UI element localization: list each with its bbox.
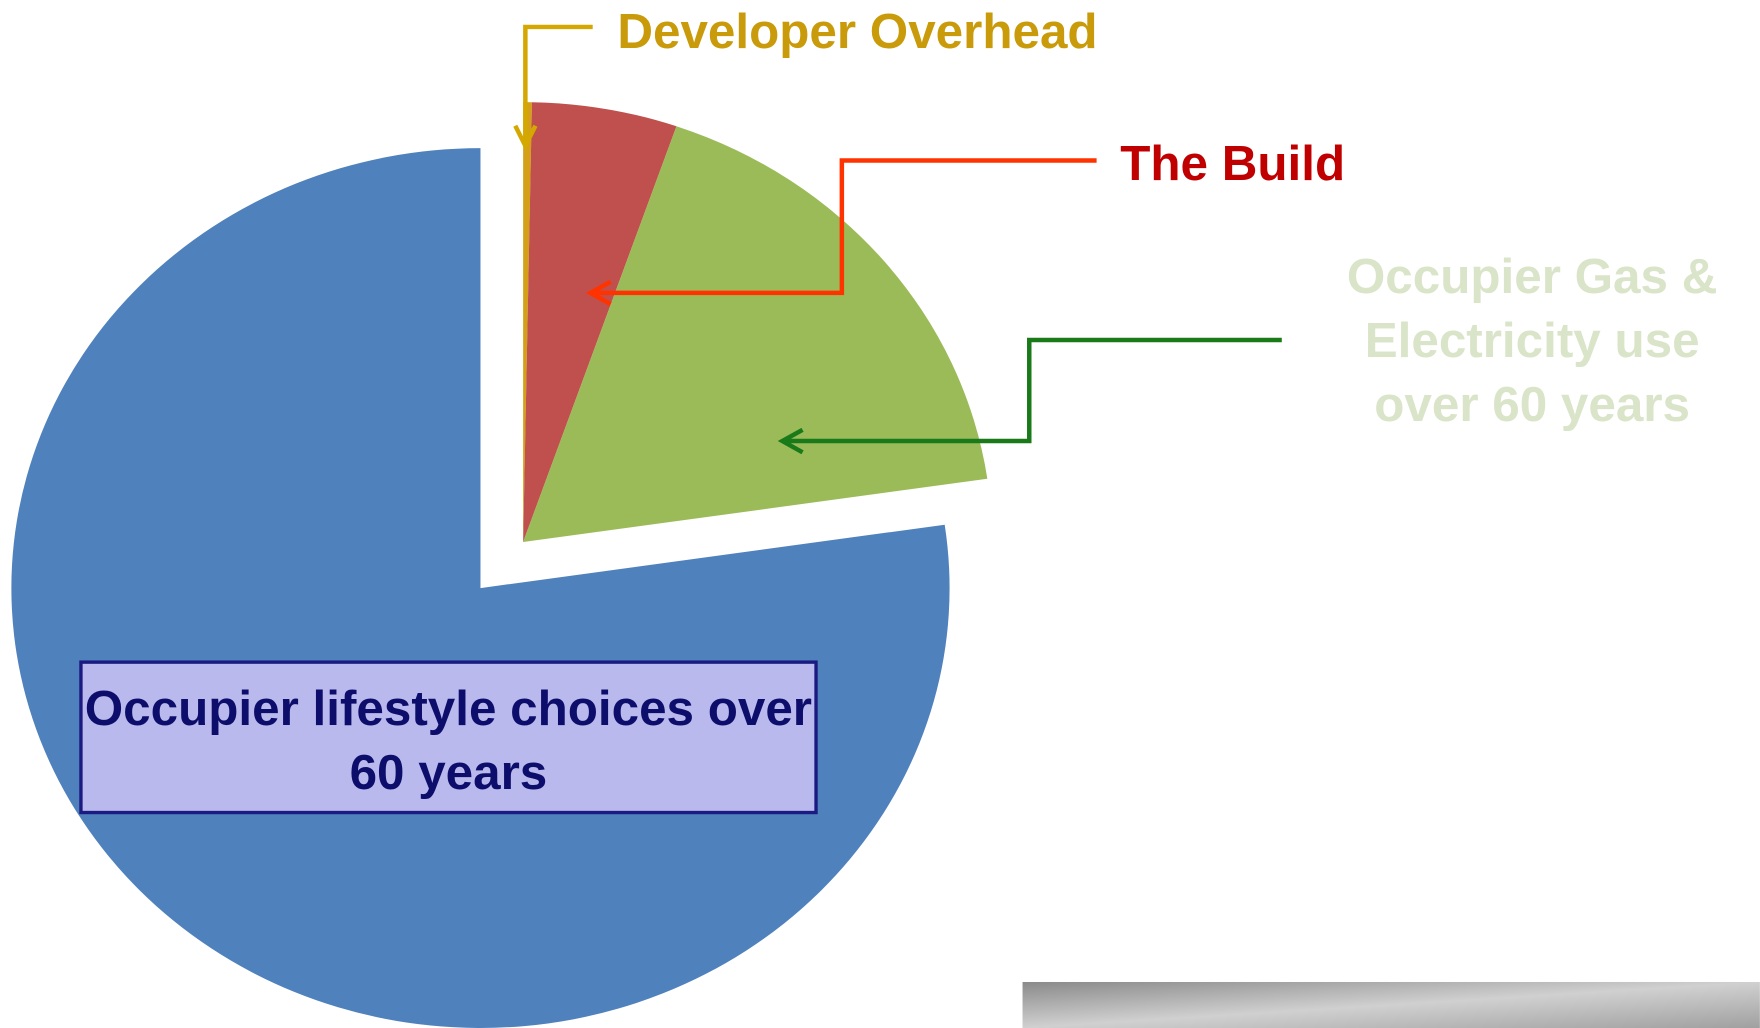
- slice-label: Developer Overhead: [617, 4, 1098, 59]
- arrow-head: [777, 427, 804, 455]
- pie-slice: [523, 126, 988, 543]
- photo: [1022, 981, 1760, 1028]
- arrow-head: [513, 124, 538, 151]
- label-box: [79, 660, 818, 815]
- arrow-head: [585, 279, 612, 307]
- callout-arrow: [590, 158, 1097, 296]
- pie-slice: [523, 102, 532, 543]
- callout-arrow: [782, 337, 1282, 444]
- slice-label: The Build: [1120, 136, 1346, 192]
- slice-label: Occupier Gas & Electricity use over 60 y…: [1346, 248, 1718, 433]
- callout-arrow: [523, 24, 593, 146]
- slice-label: Occupier lifestyle choices over 60 years: [84, 680, 813, 801]
- pie-slice: [523, 102, 677, 543]
